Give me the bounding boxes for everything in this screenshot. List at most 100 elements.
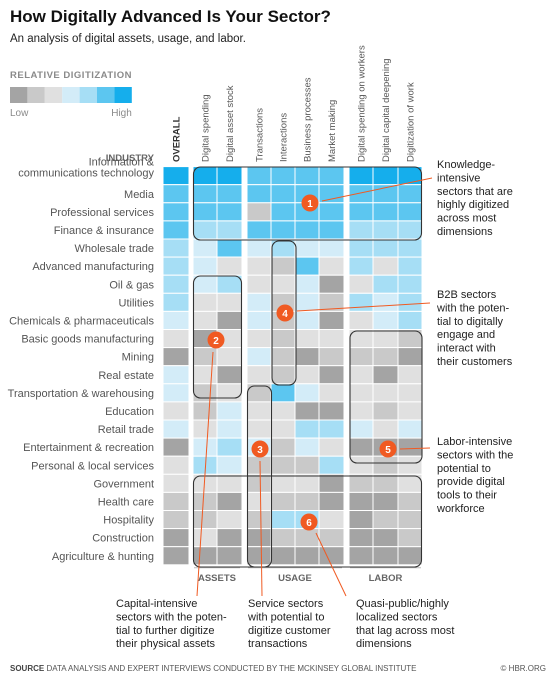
column-header: Digital asset stock xyxy=(225,85,236,162)
heatmap-cell xyxy=(216,202,243,222)
column-header: Digital spending on workers xyxy=(357,45,368,162)
heatmap-cell xyxy=(246,510,272,530)
heatmap-cell xyxy=(162,401,190,421)
annotation-text: transactions xyxy=(248,638,308,650)
heatmap-cell xyxy=(162,166,190,186)
heatmap-cell xyxy=(294,437,320,457)
heatmap-cell xyxy=(246,292,272,312)
annotation-number: 6 xyxy=(306,518,312,529)
heatmap-cell xyxy=(372,220,399,240)
heatmap-cell xyxy=(192,510,218,530)
annotation-marker xyxy=(379,440,397,458)
heatmap-cell xyxy=(348,238,374,258)
highlight-box xyxy=(192,166,423,241)
annotation-text: Capital-intensive xyxy=(116,598,197,610)
heatmap-cell xyxy=(246,546,272,566)
heatmap-cell xyxy=(192,419,218,439)
heatmap-cell xyxy=(348,274,374,294)
row-label: Finance & insurance xyxy=(54,225,154,237)
row-label: communications technology xyxy=(18,168,154,180)
heatmap-cell xyxy=(348,491,374,511)
heatmap-cell xyxy=(162,329,190,349)
source-text: DATA ANALYSIS AND EXPERT INTERVIEWS COND… xyxy=(46,664,417,673)
heatmap-cell xyxy=(294,347,320,367)
heatmap-cell xyxy=(216,473,243,493)
heatmap-cell xyxy=(348,365,374,385)
heatmap-cell xyxy=(162,419,190,439)
heatmap-cell xyxy=(216,184,243,204)
heatmap-cell xyxy=(397,491,423,511)
heatmap-cell xyxy=(372,365,399,385)
heatmap-cell xyxy=(372,166,399,186)
heatmap-cell xyxy=(270,202,296,222)
annotation-leader xyxy=(259,460,263,597)
annotation-text: sectors that are xyxy=(437,186,513,198)
heatmap-cell xyxy=(294,419,320,439)
annotation-text: engage and xyxy=(437,329,495,341)
heatmap-cell xyxy=(216,347,243,367)
heatmap-cell xyxy=(216,510,243,530)
annotation-leader xyxy=(196,351,214,597)
heatmap-cell xyxy=(162,546,190,566)
heatmap-cell xyxy=(246,347,272,367)
heatmap-cell xyxy=(318,256,345,276)
heatmap-cell xyxy=(294,528,320,548)
row-label: Agriculture & hunting xyxy=(52,551,154,563)
heatmap-cell xyxy=(216,437,243,457)
heatmap-cell xyxy=(294,274,320,294)
heatmap-cell xyxy=(162,184,190,204)
heatmap-cell xyxy=(216,310,243,330)
heatmap-cell xyxy=(270,437,296,457)
heatmap-cell xyxy=(348,220,374,240)
heatmap-cell xyxy=(348,184,374,204)
heatmap-cell xyxy=(270,491,296,511)
row-label: Advanced manufacturing xyxy=(32,261,154,273)
annotation-text: digitize customer xyxy=(248,625,331,637)
annotation-marker xyxy=(251,440,269,458)
heatmap-cell xyxy=(192,292,218,312)
heatmap-cell xyxy=(348,546,374,566)
heatmap-cell xyxy=(294,166,320,186)
heatmap-cell xyxy=(348,347,374,367)
heatmap-cell xyxy=(318,473,345,493)
heatmap-cell xyxy=(294,491,320,511)
annotation-leader xyxy=(321,177,433,202)
annotation-text: with the poten- xyxy=(436,302,509,314)
heatmap-cell xyxy=(348,202,374,222)
legend-swatch xyxy=(97,87,115,103)
heatmap-cell xyxy=(192,528,218,548)
heatmap-cell xyxy=(294,310,320,330)
annotation-text: localized sectors xyxy=(356,611,438,623)
row-label: Information & xyxy=(89,157,155,169)
heatmap-cell xyxy=(397,401,423,421)
heatmap-cell xyxy=(397,546,423,566)
heatmap-cell xyxy=(246,166,272,186)
heatmap-cell xyxy=(192,238,218,258)
heatmap-cell xyxy=(294,546,320,566)
row-label: Wholesale trade xyxy=(75,243,155,255)
heatmap-cell xyxy=(372,510,399,530)
highlight-box xyxy=(192,275,243,399)
annotation-number: 1 xyxy=(307,199,313,210)
heatmap-cell xyxy=(270,329,296,349)
annotation-leader xyxy=(296,302,431,312)
annotation-marker xyxy=(207,331,225,349)
heatmap-cell xyxy=(192,310,218,330)
brand-credit: © HBR.ORG xyxy=(500,664,546,673)
heatmap-cell xyxy=(162,202,190,222)
heatmap-cell xyxy=(246,238,272,258)
legend-swatch xyxy=(27,87,45,103)
legend-swatch xyxy=(114,87,132,103)
annotation-text: Knowledge- xyxy=(437,159,495,171)
heatmap-cell xyxy=(348,455,374,475)
heatmap-cell xyxy=(348,473,374,493)
heatmap-cell xyxy=(372,419,399,439)
heatmap-cell xyxy=(270,256,296,276)
heatmap-cell xyxy=(162,455,190,475)
row-label: Media xyxy=(124,189,155,201)
heatmap-cell xyxy=(192,220,218,240)
heatmap-cell xyxy=(246,256,272,276)
annotation-text: Labor-intensive xyxy=(437,436,512,448)
heatmap-cell xyxy=(318,329,345,349)
heatmap-cell xyxy=(246,184,272,204)
